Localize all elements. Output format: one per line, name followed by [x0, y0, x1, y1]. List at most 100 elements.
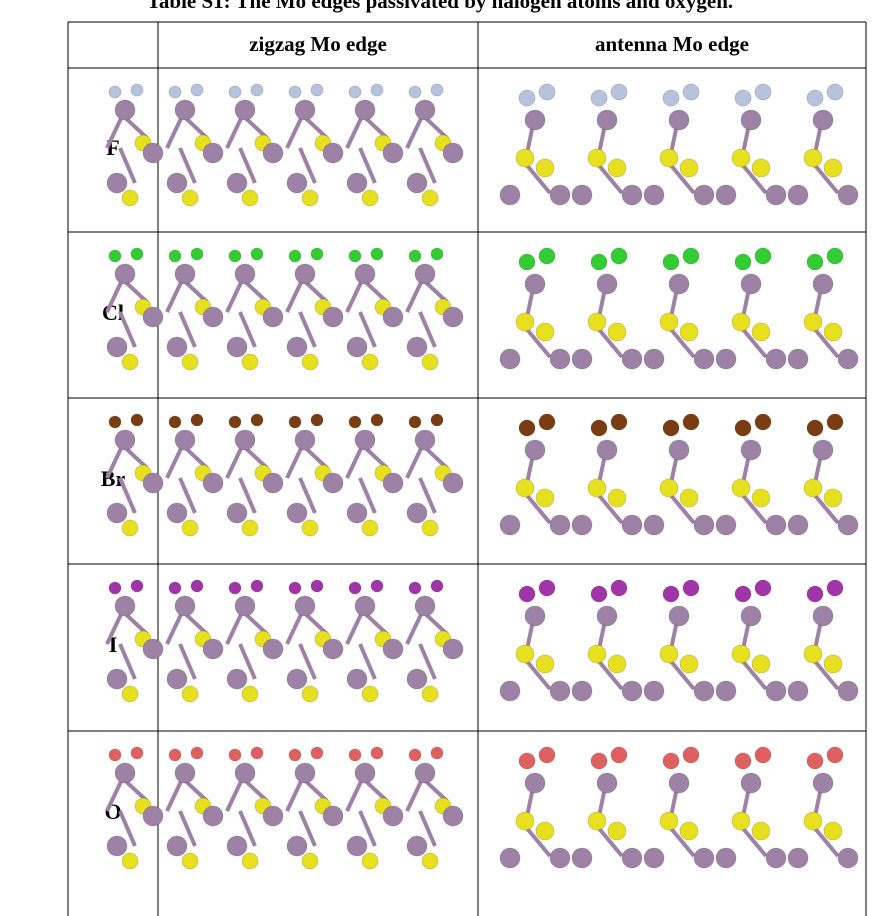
atom: [755, 580, 771, 596]
atom: [813, 110, 833, 130]
atom: [227, 836, 247, 856]
atom: [519, 90, 535, 106]
atom: [622, 515, 642, 535]
atom: [242, 190, 258, 206]
atom: [735, 254, 751, 270]
atom: [755, 248, 771, 264]
atom: [175, 430, 195, 450]
atom: [175, 264, 195, 284]
atom: [500, 185, 520, 205]
atom: [167, 669, 187, 689]
antenna-structure: [500, 580, 858, 701]
atom: [500, 349, 520, 369]
atom: [680, 159, 698, 177]
atom: [683, 580, 699, 596]
atom: [143, 806, 163, 826]
atom: [263, 473, 283, 493]
atom: [838, 515, 858, 535]
atom: [732, 149, 750, 167]
atom: [131, 747, 143, 759]
atom: [591, 90, 607, 106]
atom: [572, 185, 592, 205]
atom: [167, 337, 187, 357]
atom: [229, 250, 241, 262]
atom: [660, 149, 678, 167]
atom: [355, 763, 375, 783]
atom: [295, 264, 315, 284]
atom: [500, 848, 520, 868]
atom: [525, 606, 545, 626]
table-title: Table S1: The Mo edges passivated by hal…: [147, 0, 733, 13]
atom: [525, 110, 545, 130]
atom: [143, 143, 163, 163]
atom: [588, 313, 606, 331]
atom: [669, 606, 689, 626]
atom: [597, 606, 617, 626]
atom: [235, 264, 255, 284]
atom: [362, 190, 378, 206]
atom: [349, 86, 361, 98]
atom: [755, 747, 771, 763]
atom: [302, 354, 318, 370]
atom: [251, 414, 263, 426]
atom: [122, 190, 138, 206]
atom: [422, 686, 438, 702]
atom: [431, 248, 443, 260]
atom: [525, 440, 545, 460]
atom: [807, 753, 823, 769]
atom: [660, 812, 678, 830]
atom: [182, 190, 198, 206]
atom: [694, 185, 714, 205]
atom: [766, 681, 786, 701]
atom: [735, 586, 751, 602]
table-body: FClBrIO: [101, 84, 858, 869]
atom: [355, 596, 375, 616]
atom: [191, 747, 203, 759]
atom: [622, 848, 642, 868]
atom: [227, 173, 247, 193]
atom: [443, 639, 463, 659]
atom: [683, 84, 699, 100]
atom: [536, 489, 554, 507]
atom: [827, 414, 843, 430]
atom: [422, 190, 438, 206]
atom: [242, 520, 258, 536]
atom: [766, 515, 786, 535]
atom: [807, 90, 823, 106]
atom: [115, 596, 135, 616]
atom: [169, 582, 181, 594]
atom: [107, 337, 127, 357]
atom: [669, 440, 689, 460]
atom: [611, 248, 627, 264]
atom: [407, 173, 427, 193]
atom: [131, 84, 143, 96]
atom: [827, 747, 843, 763]
atom: [431, 84, 443, 96]
atom: [680, 822, 698, 840]
atom: [229, 86, 241, 98]
atom: [500, 515, 520, 535]
atom: [683, 248, 699, 264]
atom: [355, 100, 375, 120]
atom: [409, 749, 421, 761]
atom: [813, 606, 833, 626]
atom: [251, 248, 263, 260]
atom: [443, 473, 463, 493]
atom: [539, 580, 555, 596]
atom: [755, 414, 771, 430]
atom: [588, 645, 606, 663]
atom: [539, 414, 555, 430]
atom: [525, 274, 545, 294]
atom: [752, 323, 770, 341]
atom: [516, 313, 534, 331]
atom: [608, 323, 626, 341]
atom: [175, 763, 195, 783]
atom: [143, 473, 163, 493]
atom: [115, 763, 135, 783]
atom: [131, 414, 143, 426]
column-header: antenna Mo edge: [595, 32, 749, 56]
atom: [536, 655, 554, 673]
atom: [735, 753, 751, 769]
atom: [669, 773, 689, 793]
atom: [422, 520, 438, 536]
